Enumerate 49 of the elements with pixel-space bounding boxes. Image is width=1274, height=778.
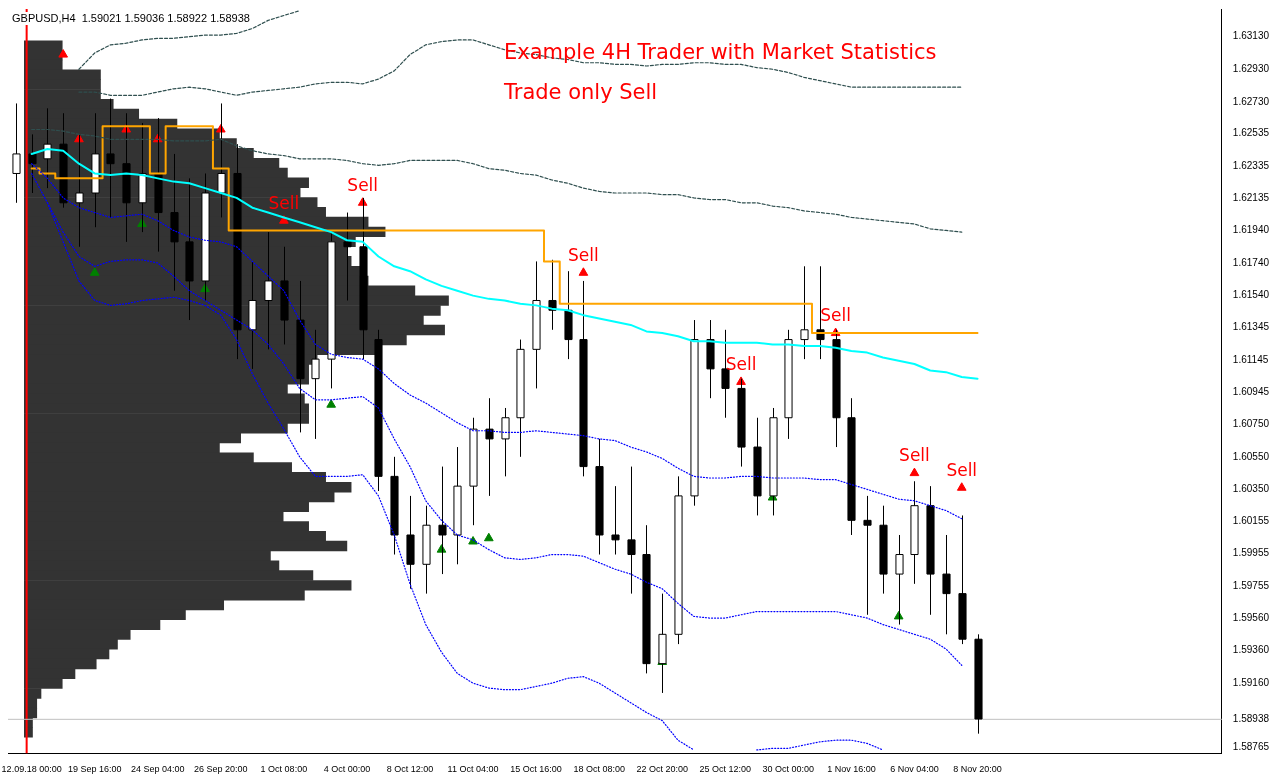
x-tick-label: 1 Nov 16:00 xyxy=(827,764,876,775)
y-tick-label: 1.60550 xyxy=(1232,450,1270,462)
y-tick-label: 1.61940 xyxy=(1232,224,1270,236)
x-tick-label: 1 Oct 08:00 xyxy=(260,764,308,775)
y-tick-label: 1.61540 xyxy=(1232,289,1270,301)
y-tick-label: 1.61145 xyxy=(1232,353,1269,365)
y-tick-label: 1.59160 xyxy=(1232,676,1270,688)
x-tick-label: 6 Nov 04:00 xyxy=(890,764,939,775)
data-label: Sell xyxy=(568,244,599,265)
y-tick-label: 1.62135 xyxy=(1232,192,1270,204)
y-tick-label: 1.59955 xyxy=(1232,547,1270,559)
y-tick-label: 1.62730 xyxy=(1232,95,1270,107)
y-tick-label: 1.60945 xyxy=(1232,386,1270,398)
data-label: Sell xyxy=(820,305,851,326)
x-tick-label: 15 Oct 16:00 xyxy=(510,764,562,775)
x-tick-label: 24 Sep 04:00 xyxy=(130,764,185,775)
data-label: Sell xyxy=(946,459,978,480)
y-tick-label: 1.61740 xyxy=(1232,256,1270,268)
x-tick-label: 19 Sep 16:00 xyxy=(67,764,122,775)
y-tick-label: 1.60350 xyxy=(1232,483,1270,495)
y-tick-label: 1.63130 xyxy=(1232,30,1270,42)
y-tick-label: 1.58938 xyxy=(1232,713,1270,725)
y-tick-label: 1.59560 xyxy=(1232,611,1270,623)
x-tick-label: 22 Oct 20:00 xyxy=(636,764,688,775)
y-tick-label: 1.60155 xyxy=(1232,514,1270,526)
data-label: Sell xyxy=(268,192,300,213)
x-tick-label: 25 Oct 12:00 xyxy=(699,764,752,775)
text: Example 4H Trader with Market Statistics xyxy=(504,40,937,64)
y-tick-label: 1.58765 xyxy=(1232,741,1270,753)
y-tick-label: 1.59360 xyxy=(1232,644,1270,656)
annotation: GBPUSD,H4 1.59021 1.59036 1.58922 1.58938 xyxy=(12,12,250,24)
data-label: Sell xyxy=(899,445,930,466)
x-tick-label: 18 Oct 08:00 xyxy=(573,764,625,775)
x-tick-label: 26 Sep 20:00 xyxy=(194,764,248,775)
x-tick-label: 11 Oct 04:00 xyxy=(447,764,499,775)
x-tick-label: 4 Oct 00:00 xyxy=(323,764,371,775)
x-tick-label: 8 Nov 20:00 xyxy=(953,764,1002,775)
x-tick-label: 12.09.18 00:00 xyxy=(1,764,62,775)
y-tick-label: 1.62335 xyxy=(1232,159,1270,171)
y-tick-label: 1.60750 xyxy=(1232,418,1270,429)
data-label: Sell xyxy=(347,174,379,195)
x-tick-label: 8 Oct 12:00 xyxy=(386,764,434,775)
text: Trade only Sell xyxy=(503,80,658,104)
y-tick-label: 1.59755 xyxy=(1232,580,1270,592)
data-label: Sell xyxy=(725,353,757,374)
y-tick-label: 1.61345 xyxy=(1232,321,1270,333)
y-tick-label: 1.62930 xyxy=(1232,63,1270,74)
y-tick-label: 1.62535 xyxy=(1232,127,1270,139)
x-tick-label: 30 Oct 00:00 xyxy=(762,764,815,775)
